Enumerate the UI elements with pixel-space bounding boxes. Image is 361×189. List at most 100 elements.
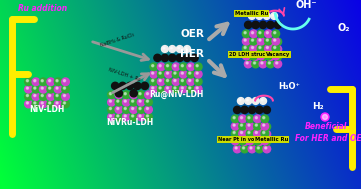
Circle shape bbox=[272, 30, 280, 38]
Circle shape bbox=[261, 62, 263, 64]
Circle shape bbox=[252, 53, 260, 60]
Circle shape bbox=[248, 124, 250, 126]
Circle shape bbox=[257, 30, 265, 38]
Circle shape bbox=[276, 54, 278, 57]
Circle shape bbox=[242, 37, 250, 45]
Circle shape bbox=[131, 115, 134, 117]
Circle shape bbox=[119, 82, 126, 89]
Circle shape bbox=[54, 93, 62, 100]
Circle shape bbox=[244, 46, 246, 49]
Circle shape bbox=[139, 108, 141, 110]
Circle shape bbox=[47, 78, 55, 86]
Circle shape bbox=[178, 47, 180, 49]
Circle shape bbox=[174, 72, 176, 74]
Circle shape bbox=[187, 63, 195, 70]
Circle shape bbox=[244, 38, 252, 46]
Circle shape bbox=[253, 62, 256, 64]
Circle shape bbox=[254, 122, 261, 130]
Circle shape bbox=[126, 82, 134, 89]
Circle shape bbox=[272, 45, 280, 52]
Circle shape bbox=[176, 46, 183, 52]
Circle shape bbox=[163, 47, 165, 49]
Circle shape bbox=[265, 147, 267, 149]
Circle shape bbox=[274, 54, 276, 56]
Circle shape bbox=[166, 87, 169, 89]
Circle shape bbox=[137, 106, 145, 113]
Circle shape bbox=[189, 87, 191, 89]
Circle shape bbox=[244, 53, 252, 60]
Circle shape bbox=[39, 100, 47, 108]
Text: H₂: H₂ bbox=[312, 102, 323, 111]
Circle shape bbox=[276, 62, 278, 64]
Circle shape bbox=[243, 125, 245, 127]
Circle shape bbox=[261, 130, 269, 137]
Circle shape bbox=[159, 79, 161, 82]
Circle shape bbox=[244, 21, 252, 29]
Circle shape bbox=[131, 108, 134, 110]
Circle shape bbox=[56, 94, 58, 97]
Circle shape bbox=[108, 98, 115, 106]
Circle shape bbox=[244, 45, 252, 53]
Circle shape bbox=[152, 72, 154, 74]
Circle shape bbox=[161, 46, 168, 52]
Circle shape bbox=[276, 47, 278, 49]
Circle shape bbox=[130, 113, 138, 121]
Circle shape bbox=[274, 53, 282, 60]
Circle shape bbox=[252, 38, 260, 46]
Circle shape bbox=[180, 85, 187, 93]
Circle shape bbox=[172, 63, 180, 70]
Circle shape bbox=[254, 137, 261, 145]
Circle shape bbox=[259, 46, 261, 49]
Circle shape bbox=[253, 40, 256, 42]
Circle shape bbox=[139, 115, 141, 117]
Circle shape bbox=[141, 82, 148, 89]
Circle shape bbox=[165, 85, 173, 93]
Circle shape bbox=[117, 93, 119, 95]
Circle shape bbox=[115, 106, 123, 113]
Circle shape bbox=[176, 54, 183, 61]
Circle shape bbox=[64, 80, 66, 82]
Circle shape bbox=[250, 37, 257, 45]
Circle shape bbox=[242, 30, 250, 38]
Circle shape bbox=[241, 106, 248, 113]
Circle shape bbox=[166, 65, 169, 67]
Circle shape bbox=[272, 14, 274, 16]
Circle shape bbox=[257, 37, 265, 45]
Circle shape bbox=[56, 87, 58, 89]
Circle shape bbox=[195, 70, 202, 78]
Circle shape bbox=[239, 122, 247, 130]
Circle shape bbox=[254, 130, 261, 137]
Text: H₃O⁺: H₃O⁺ bbox=[278, 82, 300, 91]
Circle shape bbox=[189, 72, 191, 74]
Circle shape bbox=[255, 117, 257, 119]
Circle shape bbox=[150, 85, 157, 93]
Circle shape bbox=[242, 52, 250, 60]
Circle shape bbox=[263, 117, 265, 119]
Circle shape bbox=[130, 98, 138, 106]
Text: Metallic Ru: Metallic Ru bbox=[235, 11, 268, 16]
Circle shape bbox=[276, 40, 278, 42]
Circle shape bbox=[34, 80, 36, 82]
Circle shape bbox=[257, 147, 260, 149]
Circle shape bbox=[233, 145, 241, 153]
Circle shape bbox=[256, 145, 263, 153]
Circle shape bbox=[181, 65, 183, 67]
Circle shape bbox=[259, 39, 261, 41]
Circle shape bbox=[250, 14, 252, 16]
Circle shape bbox=[41, 94, 43, 97]
Circle shape bbox=[165, 63, 173, 70]
Text: Metallic Ru: Metallic Ru bbox=[255, 137, 288, 142]
Circle shape bbox=[195, 63, 202, 70]
Circle shape bbox=[233, 138, 241, 145]
Circle shape bbox=[274, 46, 276, 49]
Circle shape bbox=[49, 94, 51, 97]
Text: 2D LDH structure: 2D LDH structure bbox=[229, 52, 277, 57]
Circle shape bbox=[256, 130, 263, 138]
Circle shape bbox=[185, 47, 187, 49]
Circle shape bbox=[180, 78, 187, 85]
Circle shape bbox=[159, 72, 161, 74]
Circle shape bbox=[117, 115, 119, 117]
Circle shape bbox=[166, 72, 169, 74]
Circle shape bbox=[159, 65, 161, 67]
Circle shape bbox=[266, 46, 269, 49]
